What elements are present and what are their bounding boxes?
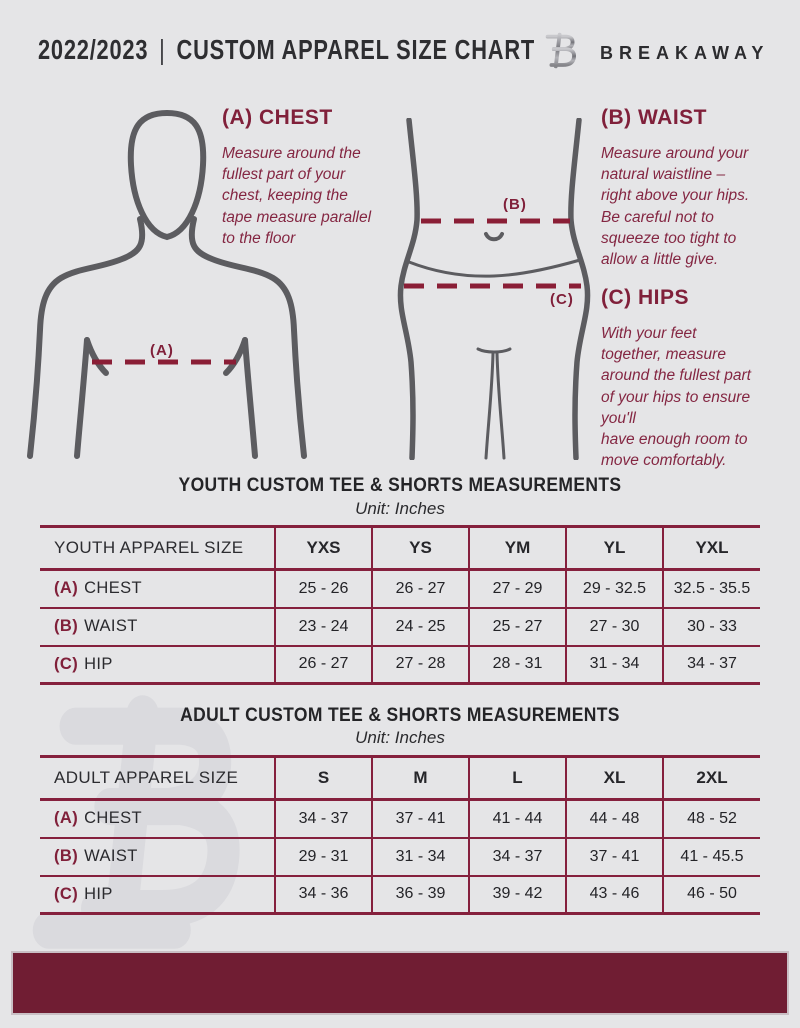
document-title: 2022/2023 | CUSTOM APPAREL SIZE CHART <box>38 34 535 66</box>
table-row: (C) HIP 26 - 27 27 - 28 28 - 31 31 - 34 34 - 3… <box>40 645 760 684</box>
measurement-range-cell: 41 - 45.5 <box>680 847 744 865</box>
measurement-range-cell: 27 - 29 <box>469 569 567 608</box>
measurement-range-cell: 29 - 31 <box>275 837 373 876</box>
measurement-range-cell: 26 - 27 <box>275 645 373 684</box>
season-year: 2022/2023 <box>38 34 149 65</box>
apparel-size-header-cell: ADULT APPAREL SIZE <box>40 756 276 800</box>
measure-name: WAIST <box>84 847 138 865</box>
size-column-header-cell: S <box>275 756 373 800</box>
youth-table-title: YOUTH CUSTOM TEE & SHORTS MEASUREMENTS <box>178 475 622 496</box>
waist-guide-body: Measure around your natural waistline – … <box>601 145 750 269</box>
table-row: (A) CHEST 34 - 37 37 - 41 41 - 44 44 - 48 48 -… <box>40 799 760 838</box>
measurement-range-cell: 34 - 37 <box>469 837 567 876</box>
measurement-range-cell: 41 - 44 <box>469 799 567 838</box>
measurement-range-cell: 26 - 27 <box>372 569 470 608</box>
size-column-header-cell: YL <box>566 526 664 570</box>
size-column-header-cell: YXL <box>695 538 729 557</box>
measure-name: CHEST <box>84 809 143 828</box>
measurement-range-cell: 36 - 39 <box>372 875 470 914</box>
chest-guide-heading: (A) CHEST <box>222 106 333 129</box>
hips-guide: (C) HIPS With your feet together, measur… <box>601 286 799 472</box>
brand-wordmark: BREAKAWAY <box>600 43 770 63</box>
measurement-range-cell: 39 - 42 <box>469 875 567 914</box>
measure-name: HIP <box>84 884 113 903</box>
measure-letter: (A) <box>54 809 79 828</box>
footer-bar <box>11 951 789 1015</box>
adult-table-title: ADULT CUSTOM TEE & SHORTS MEASUREMENTS <box>180 705 620 726</box>
youth-table-unit: Unit: Inches <box>355 499 445 518</box>
measurement-range-cell: 34 - 36 <box>275 875 373 914</box>
measurement-range-cell: 29 - 32.5 <box>566 569 664 608</box>
size-column-header-cell: YS <box>372 526 470 570</box>
measurement-range-cell: 34 - 37 <box>687 655 737 673</box>
measure-letter: (B) <box>54 847 79 865</box>
measurement-range-cell: 28 - 31 <box>469 645 567 684</box>
measure-name: CHEST <box>84 579 143 598</box>
measurement-range-cell: 27 - 28 <box>372 645 470 684</box>
measurement-range-cell: 31 - 34 <box>372 837 470 876</box>
measurement-range-cell: 25 - 27 <box>469 607 567 646</box>
measurement-range-cell: 37 - 41 <box>566 837 664 876</box>
measurement-range-cell: 23 - 24 <box>275 607 373 646</box>
size-column-header-cell: L <box>469 756 567 800</box>
measure-label-cell: (C) HIP <box>40 645 276 684</box>
measurement-range-cell: 34 - 37 <box>275 799 373 838</box>
measure-label-cell: (A) CHEST <box>40 799 276 838</box>
size-column-header-cell: YXS <box>275 526 373 570</box>
measurement-range-cell: 24 - 25 <box>372 607 470 646</box>
measurement-range-cell: 31 - 34 <box>566 645 664 684</box>
measurement-range-cell: 46 - 50 <box>687 885 737 903</box>
adult-table-unit: Unit: Inches <box>355 728 445 747</box>
measure-label-cell: (C) HIP <box>40 875 276 914</box>
chest-guide-body: Measure around the fullest part of your … <box>222 145 372 247</box>
table-row: (B) WAIST 23 - 24 24 - 25 25 - 27 27 - 30 30 -… <box>40 607 760 646</box>
hips-line-label: (C) <box>550 291 574 308</box>
size-column-header-cell: YM <box>469 526 567 570</box>
measurement-range-cell: 44 - 48 <box>566 799 664 838</box>
table-row: (A) CHEST 25 - 26 26 - 27 27 - 29 29 - 32.5 32… <box>40 569 760 608</box>
measure-label-cell: (B) WAIST <box>40 607 276 646</box>
size-column-header-cell: 2XL <box>696 768 728 787</box>
lower-body-measurement-figure <box>397 118 591 460</box>
document-title-text: CUSTOM APPAREL SIZE CHART <box>176 34 536 65</box>
measurement-range-cell: 37 - 41 <box>372 799 470 838</box>
size-column-header-cell: M <box>372 756 470 800</box>
waist-line-label: (B) <box>503 196 527 213</box>
measure-label-cell: (A) CHEST <box>40 569 276 608</box>
chest-line-label: (A) <box>150 342 174 359</box>
hips-guide-body: With your feet together, measure around … <box>601 325 751 470</box>
apparel-size-header-cell: YOUTH APPAREL SIZE <box>40 526 276 570</box>
measure-name: WAIST <box>84 617 138 635</box>
title-separator: | <box>159 34 166 65</box>
size-column-header-cell: XL <box>566 756 664 800</box>
measurement-range-cell: 32.5 - 35.5 <box>673 579 751 597</box>
measurement-range-cell: 48 - 52 <box>687 809 737 827</box>
table-row: (C) HIP 34 - 36 36 - 39 39 - 42 43 - 46 46 - 5… <box>40 875 760 914</box>
youth-size-table: YOUTH APPAREL SIZE YXS YS YM YL YXL (A) CHEST 25… <box>40 525 760 685</box>
table-header-row: YOUTH APPAREL SIZE YXS YS YM YL YXL <box>40 526 760 570</box>
measure-name: HIP <box>84 654 113 673</box>
measurement-range-cell: 30 - 33 <box>687 617 737 635</box>
table-row: (B) WAIST 29 - 31 31 - 34 34 - 37 37 - 41 41 -… <box>40 837 760 876</box>
measure-label-cell: (B) WAIST <box>40 837 276 876</box>
measurement-range-cell: 43 - 46 <box>566 875 664 914</box>
hips-guide-heading: (C) HIPS <box>601 286 689 309</box>
measurement-range-cell: 27 - 30 <box>566 607 664 646</box>
measure-letter: (A) <box>54 579 79 598</box>
measurement-range-cell: 25 - 26 <box>275 569 373 608</box>
waist-guide: (B) WAIST Measure around your natural wa… <box>601 106 796 270</box>
measure-letter: (C) <box>54 884 79 903</box>
breakaway-logo-icon <box>540 32 577 71</box>
waist-guide-heading: (B) WAIST <box>601 106 707 129</box>
chest-measurement-figure <box>27 109 307 459</box>
adult-size-table: ADULT APPAREL SIZE S M L XL 2XL (A) CHEST 34 - 3… <box>40 755 760 915</box>
measure-letter: (C) <box>54 654 79 673</box>
measure-letter: (B) <box>54 617 79 635</box>
table-header-row: ADULT APPAREL SIZE S M L XL 2XL <box>40 756 760 800</box>
chest-guide: (A) CHEST Measure around the fullest par… <box>222 106 427 249</box>
